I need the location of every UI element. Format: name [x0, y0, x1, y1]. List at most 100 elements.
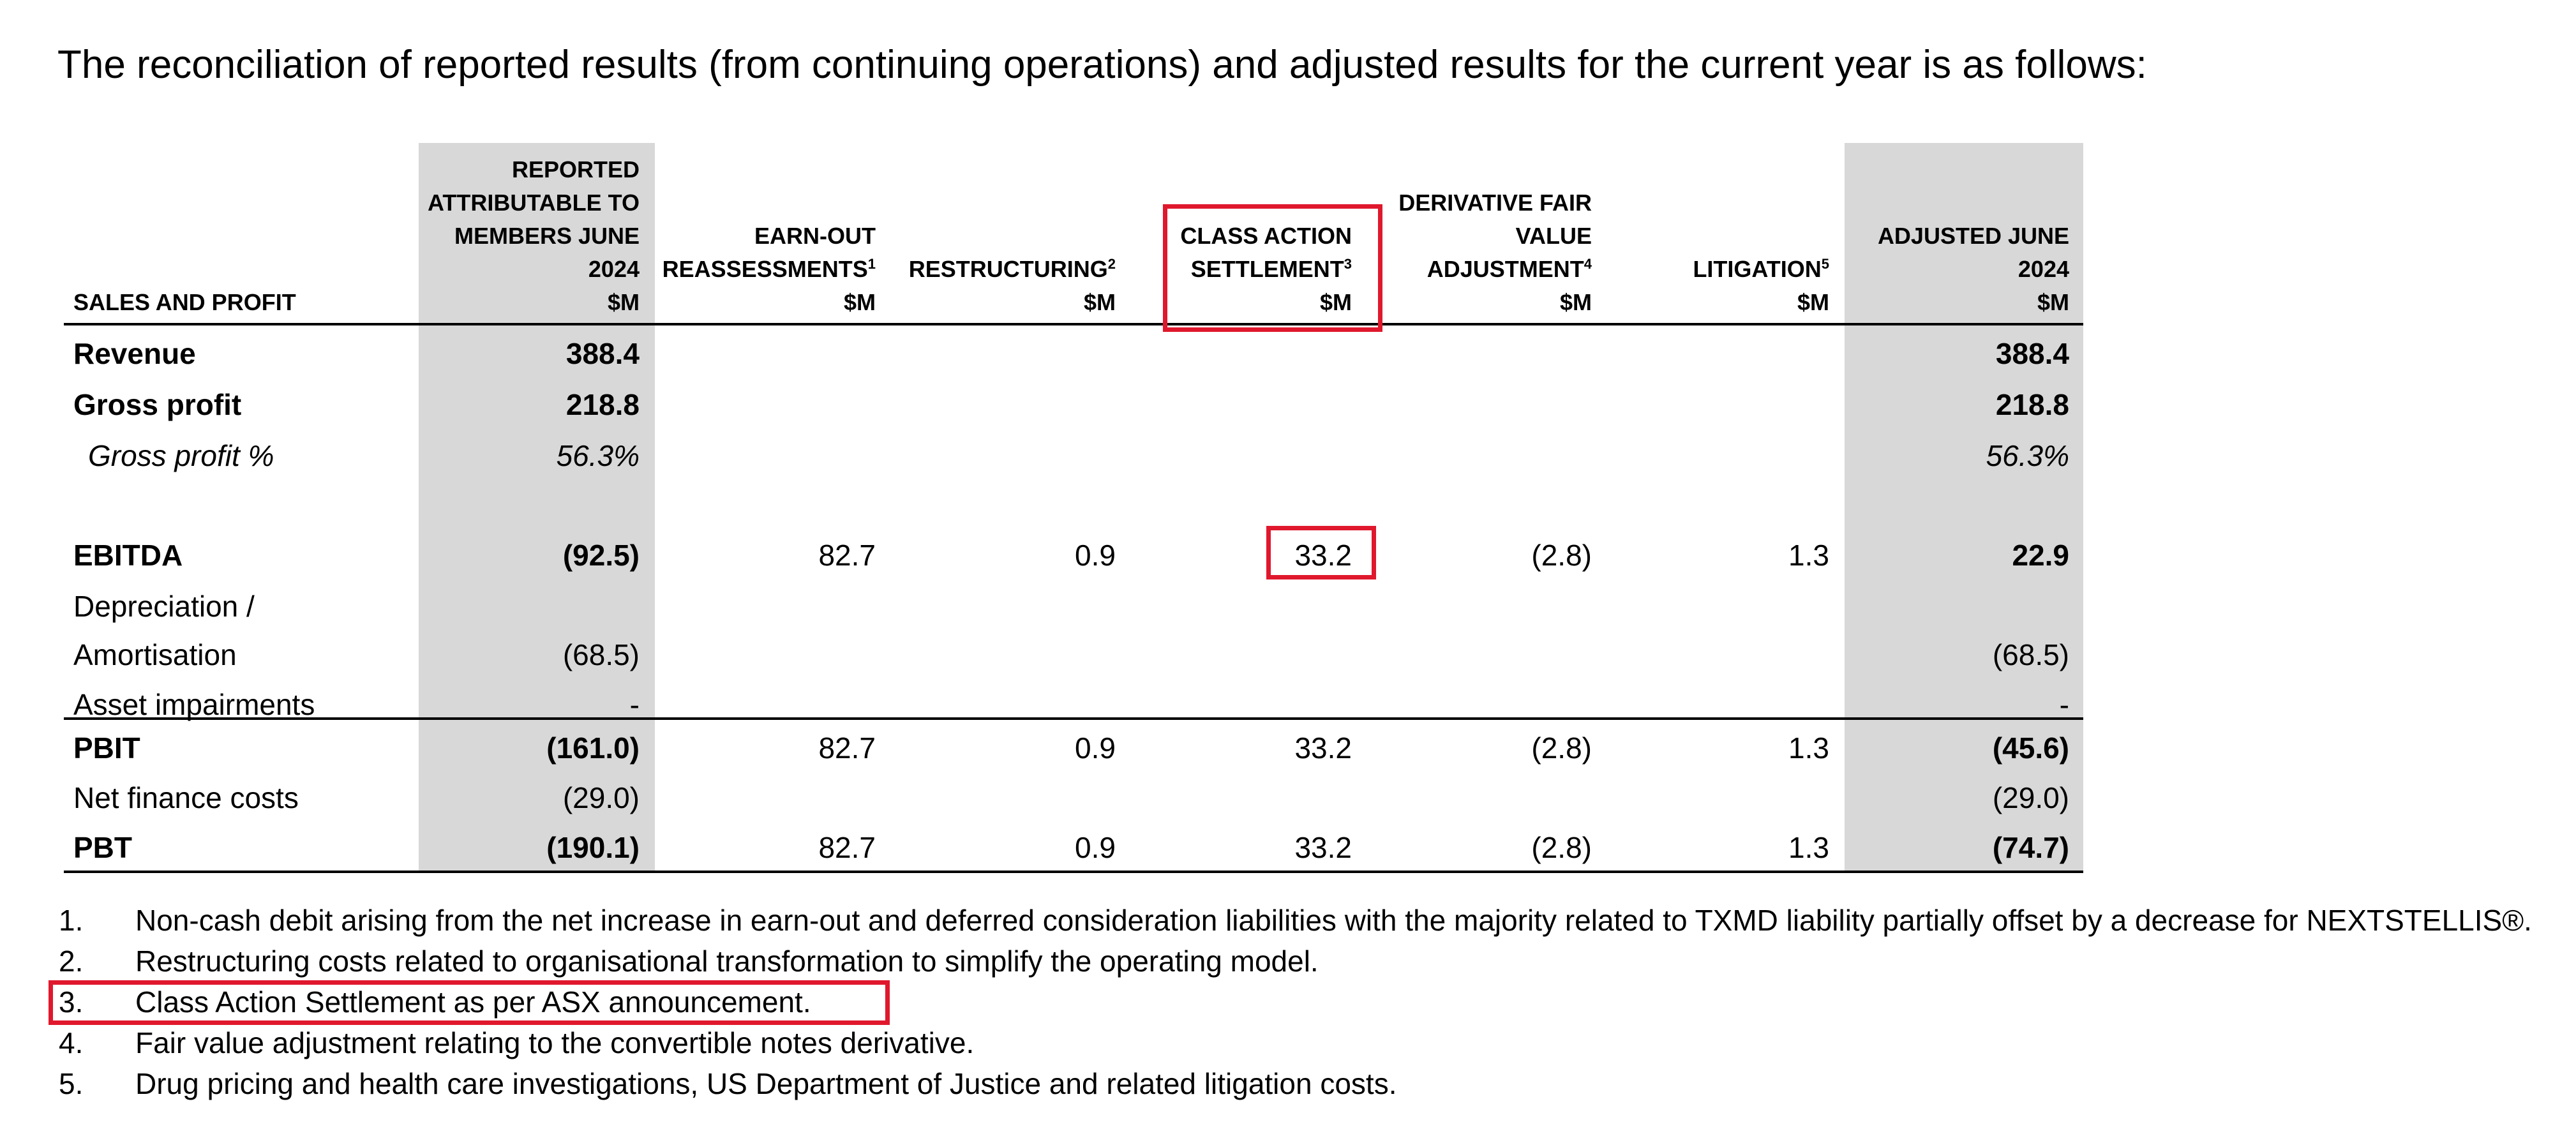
row-label: Revenue: [73, 337, 196, 370]
column-header-text: ADJUSTMENT: [1427, 256, 1584, 282]
column-header-text: $M: [2037, 289, 2069, 315]
footnote-item: 4. Fair value adjustment relating to the …: [0, 1022, 2576, 1063]
class-action-header-highlight: [1163, 204, 1382, 332]
table-row: Asset impairments - -: [0, 679, 2576, 730]
row-value: 33.2: [1294, 539, 1352, 572]
column-header-text: $M: [843, 289, 876, 315]
footnote-text: Fair value adjustment relating to the co…: [135, 1026, 975, 1059]
footnote-marker: 1: [867, 256, 876, 272]
column-header-5: DERIVATIVE FAIR VALUE ADJUSTMENT4 $M: [1337, 186, 1592, 319]
footnote-text: Restructuring costs related to organisat…: [135, 945, 1319, 978]
row-value: (161.0): [546, 731, 640, 765]
footnote-marker: 2: [1107, 256, 1116, 272]
column-header-line: ATTRIBUTABLE TO: [410, 186, 640, 220]
row-value: 0.9: [1075, 731, 1116, 765]
row-value: 82.7: [818, 539, 876, 572]
row-value: 0.9: [1075, 539, 1116, 572]
column-header-1: REPORTED ATTRIBUTABLE TO MEMBERS JUNE 2024 $…: [410, 153, 640, 319]
column-header-line: $M: [1122, 286, 1352, 319]
footnote-number: 3.: [59, 985, 84, 1019]
row-value: 82.7: [818, 831, 876, 864]
footnote-3-highlight: [49, 980, 890, 1025]
row-label: Depreciation /: [73, 590, 255, 623]
row-value: 33.2: [1294, 831, 1352, 864]
column-header-line: VALUE: [1337, 220, 1592, 253]
row-value: 82.7: [818, 731, 876, 765]
row-value: (2.8): [1531, 539, 1592, 572]
column-header-text: CLASS ACTION: [1180, 223, 1352, 249]
column-header-6: LITIGATION5 $M: [1599, 253, 1829, 319]
column-header-line: MEMBERS JUNE: [410, 220, 640, 253]
column-header-line: REASSESSMENTS1: [646, 253, 876, 286]
column-header-text: $M: [1559, 289, 1592, 315]
column-header-0: SALES AND PROFIT: [73, 286, 296, 319]
intro-text: The reconciliation of reported results (…: [57, 43, 2147, 87]
row-label: PBT: [73, 831, 132, 864]
column-header-line: $M: [410, 286, 640, 319]
row-value: 1.3: [1788, 831, 1829, 864]
row-value: -: [2059, 688, 2069, 721]
column-header-text: 2024: [588, 256, 640, 282]
reported-column-shade: [419, 143, 655, 873]
column-header-text: 2024: [2018, 256, 2069, 282]
row-label: Gross profit %: [88, 439, 274, 472]
table-bottom-rule: [64, 871, 2083, 873]
row-label: PBIT: [73, 731, 140, 765]
row-value: 388.4: [1995, 337, 2069, 370]
table-row: PBT (190.1) 82.7 0.9 33.2 (2.8) 1.3 (74.7): [0, 822, 2576, 873]
table-row: Depreciation /: [0, 581, 2576, 632]
column-header-text: MEMBERS JUNE: [454, 223, 640, 249]
footnote-text: Class Action Settlement as per ASX annou…: [135, 985, 811, 1019]
column-header-line: 2024: [1839, 253, 2069, 286]
row-label: EBITDA: [73, 539, 183, 572]
footnote-number: 2.: [59, 945, 84, 978]
row-value: 1.3: [1788, 539, 1829, 572]
table-row: Net finance costs (29.0) (29.0): [0, 772, 2576, 823]
row-label: Net finance costs: [73, 781, 299, 814]
column-header-2: EARN-OUT REASSESSMENTS1 $M: [646, 220, 876, 319]
row-value: (74.7): [1992, 831, 2069, 864]
table-row: Revenue 388.4 388.4: [0, 328, 2576, 379]
column-header-text: $M: [607, 289, 640, 315]
row-value: (2.8): [1531, 831, 1592, 864]
row-value: (68.5): [562, 638, 640, 671]
footnote-item: 1. Non-cash debit arising from the net in…: [0, 900, 2576, 941]
column-header-text: LITIGATION: [1693, 256, 1822, 282]
footnote-marker: 5: [1821, 256, 1829, 272]
row-value: 388.4: [565, 337, 640, 370]
row-value: 1.3: [1788, 731, 1829, 765]
column-header-text: SETTLEMENT: [1190, 256, 1344, 282]
column-header-line: ADJUSTMENT4: [1337, 253, 1592, 286]
row-value: 56.3%: [556, 439, 640, 472]
table-row: Gross profit % 56.3% 56.3%: [0, 430, 2576, 481]
footnote-item: 5. Drug pricing and health care investiga…: [0, 1063, 2576, 1104]
column-header-line: ADJUSTED JUNE: [1839, 220, 2069, 253]
row-label: Asset impairments: [73, 688, 315, 721]
column-header-line: $M: [1337, 286, 1592, 319]
column-header-text: RESTRUCTURING: [908, 256, 1108, 282]
header-rule: [64, 323, 2083, 325]
row-value: (29.0): [1992, 781, 2069, 814]
column-header-line: LITIGATION5: [1599, 253, 1829, 286]
row-value: 0.9: [1075, 831, 1116, 864]
column-header-line: SALES AND PROFIT: [73, 286, 296, 319]
footnote-number: 1.: [59, 904, 84, 937]
column-header-line: $M: [1599, 286, 1829, 319]
column-header-text: $M: [1083, 289, 1116, 315]
column-header-line: SETTLEMENT3: [1122, 253, 1352, 286]
footnote-text: Non-cash debit arising from the net incr…: [135, 904, 2532, 937]
column-header-line: CLASS ACTION: [1122, 220, 1352, 253]
column-header-text: $M: [1319, 289, 1352, 315]
row-value: (92.5): [562, 539, 640, 572]
row-value: (45.6): [1992, 731, 2069, 765]
table-row: Gross profit 218.8 218.8: [0, 379, 2576, 430]
class-action-ebitda-highlight: [1266, 526, 1376, 579]
footnote-number: 4.: [59, 1026, 84, 1059]
column-header-line: REPORTED: [410, 153, 640, 186]
row-value: 218.8: [565, 388, 640, 421]
column-header-text: EARN-OUT: [754, 223, 876, 249]
footnote-text: Drug pricing and health care investigati…: [135, 1067, 1397, 1100]
row-value: 56.3%: [1986, 439, 2069, 472]
adjusted-column-shade: [1845, 143, 2083, 873]
table-row: PBIT (161.0) 82.7 0.9 33.2 (2.8) 1.3 (45.6): [0, 722, 2576, 774]
